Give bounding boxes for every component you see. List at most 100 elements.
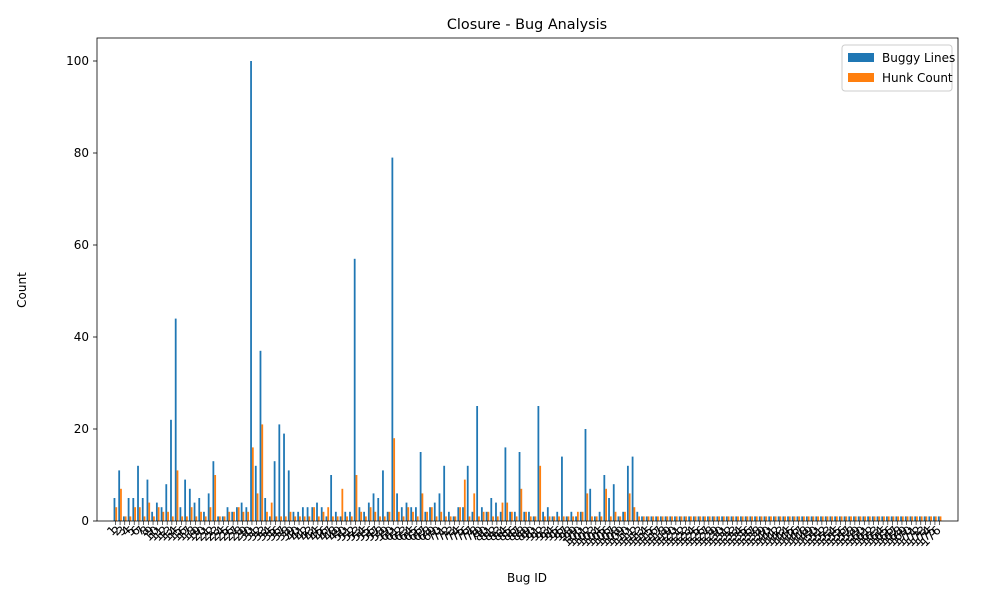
bar-buggy-lines bbox=[207, 493, 210, 521]
bar-hunk-count bbox=[148, 502, 151, 521]
bar-buggy-lines bbox=[367, 502, 370, 521]
bar-buggy-lines bbox=[113, 498, 116, 521]
bar-hunk-count bbox=[529, 516, 532, 521]
bar-hunk-count bbox=[322, 511, 325, 521]
bar-hunk-count bbox=[143, 516, 146, 521]
bar-hunk-count bbox=[459, 507, 461, 521]
bar-buggy-lines bbox=[782, 516, 785, 521]
bar-buggy-lines bbox=[217, 516, 219, 521]
bar-buggy-lines bbox=[528, 511, 530, 521]
bar-hunk-count bbox=[421, 493, 424, 521]
bar-hunk-count bbox=[397, 511, 400, 521]
bar-buggy-lines bbox=[546, 507, 549, 521]
bar-hunk-count bbox=[214, 475, 217, 521]
bar-buggy-lines bbox=[773, 516, 775, 521]
bar-buggy-lines bbox=[226, 507, 229, 521]
bar-buggy-lines bbox=[358, 507, 361, 521]
bar-hunk-count bbox=[624, 511, 626, 521]
bar-hunk-count bbox=[393, 438, 396, 521]
bar-hunk-count bbox=[741, 516, 744, 521]
bar-hunk-count bbox=[454, 516, 457, 521]
bar-hunk-count bbox=[501, 502, 504, 521]
bar-buggy-lines bbox=[664, 516, 667, 521]
bar-hunk-count bbox=[209, 507, 212, 521]
bar-buggy-lines bbox=[542, 511, 544, 521]
bar-buggy-lines bbox=[480, 507, 483, 521]
bar-hunk-count bbox=[233, 511, 235, 521]
bar-hunk-count bbox=[346, 516, 348, 521]
bar-hunk-count bbox=[350, 516, 353, 521]
bar-hunk-count bbox=[374, 511, 377, 521]
bar-buggy-lines bbox=[349, 511, 351, 521]
bar-buggy-lines bbox=[768, 516, 771, 521]
bar-hunk-count bbox=[153, 516, 155, 521]
bar-hunk-count bbox=[916, 516, 918, 521]
bar-buggy-lines bbox=[740, 516, 742, 521]
bar-buggy-lines bbox=[287, 470, 290, 521]
bar-buggy-lines bbox=[937, 516, 940, 521]
bar-hunk-count bbox=[440, 511, 443, 521]
bar-buggy-lines bbox=[933, 516, 935, 521]
bar-buggy-lines bbox=[273, 461, 276, 521]
bar-hunk-count bbox=[124, 516, 127, 521]
bar-buggy-lines bbox=[881, 516, 884, 521]
bar-buggy-lines bbox=[269, 516, 271, 521]
bar-hunk-count bbox=[600, 516, 603, 521]
bar-hunk-count bbox=[426, 511, 429, 521]
bar-hunk-count bbox=[887, 516, 890, 521]
bar-hunk-count bbox=[445, 516, 447, 521]
bar-buggy-lines bbox=[438, 493, 441, 521]
bar-buggy-lines bbox=[829, 516, 832, 521]
bar-hunk-count bbox=[195, 516, 198, 521]
legend-label-hunk-count: Hunk Count bbox=[882, 71, 953, 85]
bar-hunk-count bbox=[567, 516, 570, 521]
bar-buggy-lines bbox=[688, 516, 690, 521]
bar-hunk-count bbox=[558, 516, 560, 521]
bar-hunk-count bbox=[251, 447, 254, 521]
bar-buggy-lines bbox=[250, 61, 252, 521]
bar-buggy-lines bbox=[876, 516, 879, 521]
bar-hunk-count bbox=[657, 516, 659, 521]
bar-buggy-lines bbox=[900, 516, 902, 521]
bar-buggy-lines bbox=[523, 511, 526, 521]
bar-buggy-lines bbox=[325, 516, 328, 521]
bar-buggy-lines bbox=[612, 484, 615, 521]
bar-hunk-count bbox=[920, 516, 923, 521]
bar-hunk-count bbox=[171, 516, 174, 521]
bar-buggy-lines bbox=[245, 507, 248, 521]
bar-hunk-count bbox=[572, 516, 575, 521]
bar-buggy-lines bbox=[711, 516, 714, 521]
bar-hunk-count bbox=[487, 511, 490, 521]
bar-buggy-lines bbox=[820, 516, 822, 521]
bar-hunk-count bbox=[218, 516, 221, 521]
bar-buggy-lines bbox=[316, 502, 318, 521]
bar-hunk-count bbox=[798, 516, 801, 521]
bar-hunk-count bbox=[732, 516, 735, 521]
bar-buggy-lines bbox=[292, 511, 295, 521]
bar-hunk-count bbox=[713, 516, 716, 521]
bar-buggy-lines bbox=[184, 479, 187, 521]
bar-buggy-lines bbox=[890, 516, 893, 521]
bar-hunk-count bbox=[449, 516, 452, 521]
bar-buggy-lines bbox=[320, 507, 323, 521]
bar-buggy-lines bbox=[363, 511, 365, 521]
bar-hunk-count bbox=[270, 502, 273, 521]
bar-hunk-count bbox=[181, 516, 184, 521]
bar-hunk-count bbox=[751, 516, 754, 521]
bar-buggy-lines bbox=[372, 493, 375, 521]
bar-hunk-count bbox=[492, 516, 494, 521]
bar-buggy-lines bbox=[579, 511, 582, 521]
chart-title: Closure - Bug Analysis bbox=[447, 17, 607, 33]
bar-buggy-lines bbox=[626, 465, 629, 521]
bar-buggy-lines bbox=[386, 511, 389, 521]
bar-buggy-lines bbox=[382, 470, 384, 521]
bar-hunk-count bbox=[666, 516, 669, 521]
bar-hunk-count bbox=[294, 516, 297, 521]
bar-buggy-lines bbox=[419, 452, 422, 521]
bar-hunk-count bbox=[647, 516, 650, 521]
bar-hunk-count bbox=[266, 511, 268, 521]
bar-hunk-count bbox=[619, 516, 622, 521]
bar-hunk-count bbox=[515, 516, 518, 521]
bar-buggy-lines bbox=[188, 488, 191, 521]
bar-buggy-lines bbox=[165, 484, 168, 521]
